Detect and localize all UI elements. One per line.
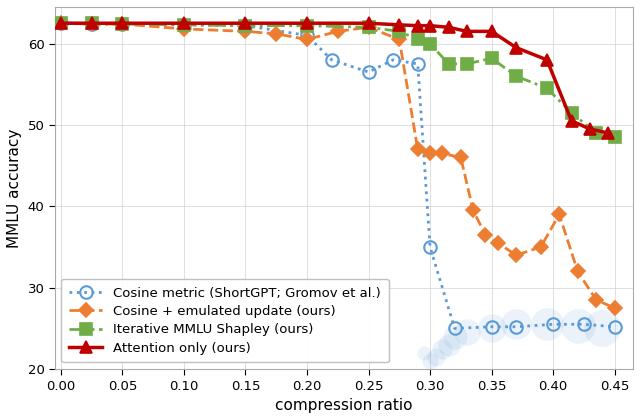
Attention only (ours) <box>396 22 403 27</box>
Cosine metric (ShortGPT; Gromov et al.) <box>57 21 65 26</box>
Cosine metric (ShortGPT; Gromov et al.) <box>328 57 335 62</box>
Cosine + emulated update (ours) <box>414 147 422 152</box>
Cosine + emulated update (ours) <box>180 26 188 32</box>
Line: Attention only (ours): Attention only (ours) <box>56 18 614 139</box>
Iterative MMLU Shapley (ours) <box>118 21 126 26</box>
Iterative MMLU Shapley (ours) <box>543 86 551 91</box>
Cosine metric (ShortGPT; Gromov et al.) <box>389 57 397 62</box>
Cosine metric (ShortGPT; Gromov et al.) <box>180 22 188 27</box>
Cosine + emulated update (ours) <box>396 37 403 42</box>
Iterative MMLU Shapley (ours) <box>463 61 471 66</box>
Attention only (ours) <box>180 21 188 26</box>
Attention only (ours) <box>445 25 452 30</box>
Iterative MMLU Shapley (ours) <box>426 41 434 46</box>
Iterative MMLU Shapley (ours) <box>568 110 575 115</box>
Cosine metric (ShortGPT; Gromov et al.) <box>414 61 422 66</box>
Attention only (ours) <box>586 126 594 131</box>
Cosine + emulated update (ours) <box>273 31 280 36</box>
Attention only (ours) <box>543 57 551 62</box>
Cosine + emulated update (ours) <box>513 253 520 258</box>
Iterative MMLU Shapley (ours) <box>180 22 188 27</box>
Attention only (ours) <box>414 23 422 28</box>
Attention only (ours) <box>513 45 520 50</box>
Cosine metric (ShortGPT; Gromov et al.) <box>488 324 495 329</box>
Cosine + emulated update (ours) <box>457 155 465 160</box>
Attention only (ours) <box>365 21 372 26</box>
Iterative MMLU Shapley (ours) <box>396 29 403 34</box>
Cosine metric (ShortGPT; Gromov et al.) <box>513 324 520 329</box>
Line: Cosine + emulated update (ours): Cosine + emulated update (ours) <box>56 18 620 313</box>
Attention only (ours) <box>118 21 126 26</box>
Cosine + emulated update (ours) <box>592 297 600 302</box>
Cosine + emulated update (ours) <box>481 232 489 237</box>
Cosine + emulated update (ours) <box>494 240 502 245</box>
Attention only (ours) <box>488 29 495 34</box>
Iterative MMLU Shapley (ours) <box>488 56 495 61</box>
Attention only (ours) <box>57 21 65 26</box>
Cosine metric (ShortGPT; Gromov et al.) <box>303 33 311 38</box>
Cosine + emulated update (ours) <box>574 269 582 274</box>
Iterative MMLU Shapley (ours) <box>365 25 372 30</box>
Cosine + emulated update (ours) <box>438 151 446 156</box>
Cosine metric (ShortGPT; Gromov et al.) <box>88 21 95 26</box>
Iterative MMLU Shapley (ours) <box>414 37 422 42</box>
Attention only (ours) <box>463 29 471 34</box>
Cosine + emulated update (ours) <box>426 151 434 156</box>
Cosine + emulated update (ours) <box>556 212 563 217</box>
Iterative MMLU Shapley (ours) <box>513 74 520 79</box>
Attention only (ours) <box>605 131 612 136</box>
Cosine metric (ShortGPT; Gromov et al.) <box>426 244 434 249</box>
Legend: Cosine metric (ShortGPT; Gromov et al.), Cosine + emulated update (ours), Iterat: Cosine metric (ShortGPT; Gromov et al.),… <box>61 279 388 362</box>
Cosine + emulated update (ours) <box>469 208 477 213</box>
Iterative MMLU Shapley (ours) <box>303 23 311 28</box>
Cosine + emulated update (ours) <box>118 21 126 26</box>
Cosine metric (ShortGPT; Gromov et al.) <box>580 322 588 327</box>
Cosine + emulated update (ours) <box>88 21 95 26</box>
Iterative MMLU Shapley (ours) <box>88 21 95 26</box>
Cosine + emulated update (ours) <box>611 305 618 310</box>
Iterative MMLU Shapley (ours) <box>611 135 618 140</box>
Cosine + emulated update (ours) <box>303 37 311 42</box>
Iterative MMLU Shapley (ours) <box>445 61 452 66</box>
Iterative MMLU Shapley (ours) <box>57 21 65 26</box>
Cosine metric (ShortGPT; Gromov et al.) <box>365 70 372 75</box>
Cosine metric (ShortGPT; Gromov et al.) <box>242 23 250 28</box>
Y-axis label: MMLU accuracy: MMLU accuracy <box>7 129 22 248</box>
Cosine metric (ShortGPT; Gromov et al.) <box>611 324 618 329</box>
Attention only (ours) <box>303 21 311 26</box>
Iterative MMLU Shapley (ours) <box>242 23 250 28</box>
X-axis label: compression ratio: compression ratio <box>275 398 413 413</box>
Cosine metric (ShortGPT; Gromov et al.) <box>118 21 126 26</box>
Attention only (ours) <box>568 118 575 123</box>
Cosine + emulated update (ours) <box>537 244 545 249</box>
Cosine metric (ShortGPT; Gromov et al.) <box>451 326 458 331</box>
Cosine + emulated update (ours) <box>334 29 342 34</box>
Cosine + emulated update (ours) <box>365 25 372 30</box>
Line: Iterative MMLU Shapley (ours): Iterative MMLU Shapley (ours) <box>56 18 620 143</box>
Line: Cosine metric (ShortGPT; Gromov et al.): Cosine metric (ShortGPT; Gromov et al.) <box>54 17 621 335</box>
Attention only (ours) <box>426 23 434 28</box>
Cosine + emulated update (ours) <box>242 29 250 34</box>
Iterative MMLU Shapley (ours) <box>592 131 600 136</box>
Attention only (ours) <box>242 21 250 26</box>
Cosine + emulated update (ours) <box>57 21 65 26</box>
Cosine metric (ShortGPT; Gromov et al.) <box>549 322 557 327</box>
Attention only (ours) <box>88 21 95 26</box>
